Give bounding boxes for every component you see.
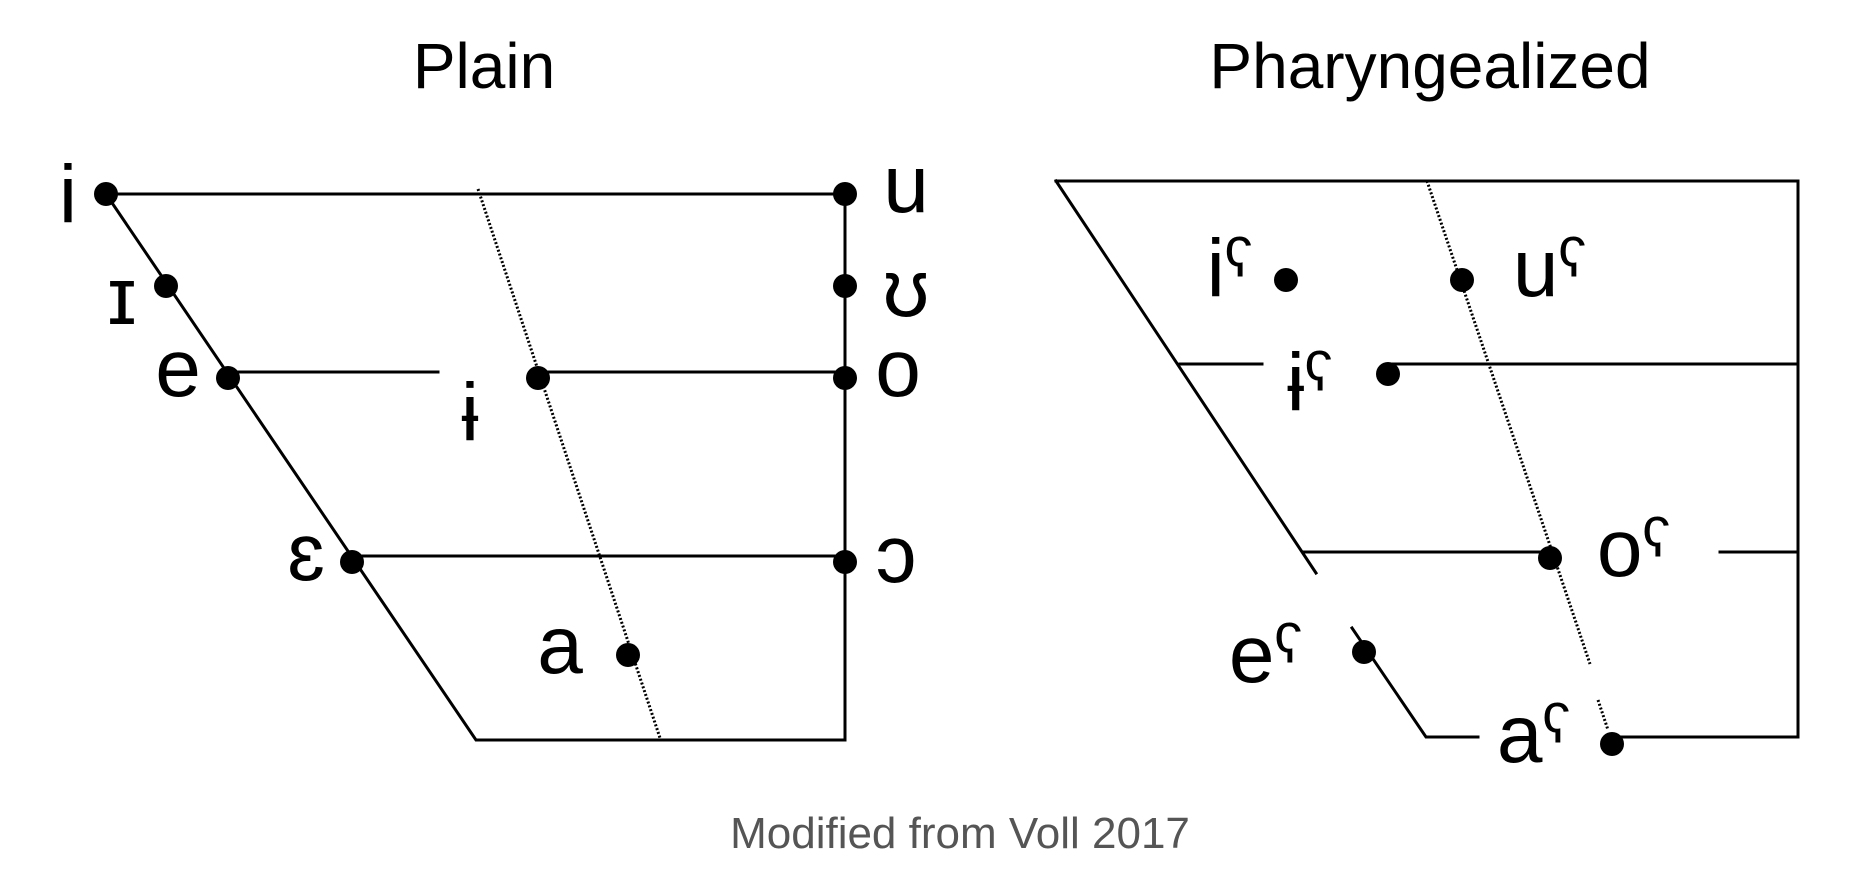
vowel-dot-o-pharyngealized xyxy=(1538,546,1562,570)
figure-caption: Modified from Voll 2017 xyxy=(730,809,1190,858)
vowel-label-e: e xyxy=(155,323,201,414)
pharyngealized-left-edge-upper xyxy=(1053,178,1319,576)
vowel-dot-i-pharyngealized xyxy=(1274,268,1298,292)
vowel-label-u-pharyngealized: uˤ xyxy=(1513,223,1587,314)
vowel-dot-open-e xyxy=(340,550,364,574)
vowel-dot-u-pharyngealized xyxy=(1450,268,1474,292)
vowel-dot-u xyxy=(833,182,857,206)
vowel-dot-open-o xyxy=(833,550,857,574)
vowel-label-o-pharyngealized: oˤ xyxy=(1597,503,1671,594)
vowel-dot-near-close-front xyxy=(154,274,178,298)
pharyngealized-chart-top-right-frame xyxy=(1054,179,1800,739)
vowel-label-i-pharyngealized: iˤ xyxy=(1207,223,1254,314)
vowel-label-open-e: ɛ xyxy=(287,507,325,598)
vowel-dot-a xyxy=(616,643,640,667)
vowel-label-near-close-front: ɪ xyxy=(107,251,136,342)
vowel-dot-upsilon xyxy=(833,274,857,298)
vowel-label-e-pharyngealized: eˤ xyxy=(1229,609,1303,700)
pharyngealized-left-edge-lower xyxy=(1349,625,1480,739)
vowel-dot-e xyxy=(216,366,240,390)
pharyngealized-central-line-lower xyxy=(1596,699,1610,731)
plain-chart-frame xyxy=(103,192,847,742)
vowel-label-i: i xyxy=(59,149,77,240)
vowel-dot-e-pharyngealized xyxy=(1352,640,1376,664)
pharyngealized-vowel-chart: Pharyngealized iˤ uˤ ɨˤ oˤ eˤ aˤ xyxy=(1053,30,1800,780)
vowel-label-upsilon: ʊ xyxy=(883,243,930,334)
vowel-label-barred-i-pharyngealized: ɨˤ xyxy=(1287,337,1334,428)
plain-chart-title: Plain xyxy=(413,30,555,102)
pharyngealized-chart-title: Pharyngealized xyxy=(1209,30,1650,102)
vowel-label-o: o xyxy=(875,323,921,414)
vowel-dot-barred-i-pharyngealized xyxy=(1376,362,1400,386)
vowel-label-a: a xyxy=(537,600,583,691)
vowel-dot-o xyxy=(833,366,857,390)
vowel-label-barred-i: ɨ xyxy=(461,367,479,458)
vowel-label-u: u xyxy=(883,139,929,230)
vowel-label-a-pharyngealized: aˤ xyxy=(1497,689,1571,780)
pharyngealized-central-line xyxy=(1425,180,1592,665)
vowel-dot-barred-i xyxy=(526,366,550,390)
plain-vowel-chart: Plain i ɪ e ɨ ɛ a u ʊ o ɔ xyxy=(59,30,930,742)
vowel-label-open-o: ɔ xyxy=(876,509,917,600)
vowel-dot-a-pharyngealized xyxy=(1600,732,1624,756)
vowel-dot-i xyxy=(94,182,118,206)
